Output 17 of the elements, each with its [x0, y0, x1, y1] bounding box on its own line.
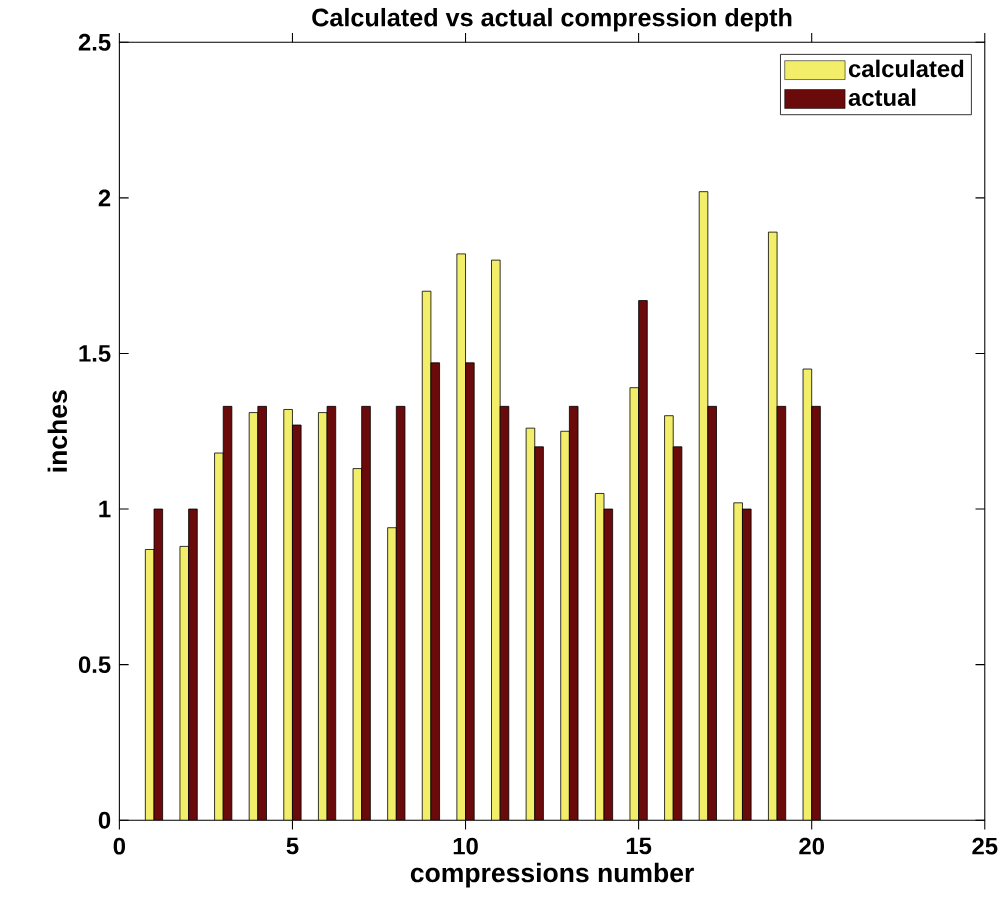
x-tick-label: 20 [799, 837, 824, 855]
y-tick-label: 2 [98, 189, 111, 207]
chart-title: Calculated vs actual compression depth [312, 8, 792, 32]
y-axis-title: inches [47, 390, 68, 472]
x-axis-title: compressions number [410, 862, 694, 888]
y-tick-label: 1 [99, 500, 111, 518]
x-tick-label: 15 [626, 837, 652, 855]
y-tick-label: 0 [98, 811, 111, 829]
x-tick-label: 5 [286, 837, 299, 855]
y-tick-label: 2.5 [78, 33, 111, 51]
x-tick-label: 25 [972, 837, 998, 855]
x-tick-label: 10 [453, 837, 478, 855]
y-tick-label: 0.5 [78, 656, 111, 674]
legend-label: actual [848, 88, 916, 107]
y-tick-label: 1.5 [79, 345, 111, 362]
x-tick-label: 0 [113, 837, 126, 855]
legend-label: calculated [848, 59, 964, 78]
